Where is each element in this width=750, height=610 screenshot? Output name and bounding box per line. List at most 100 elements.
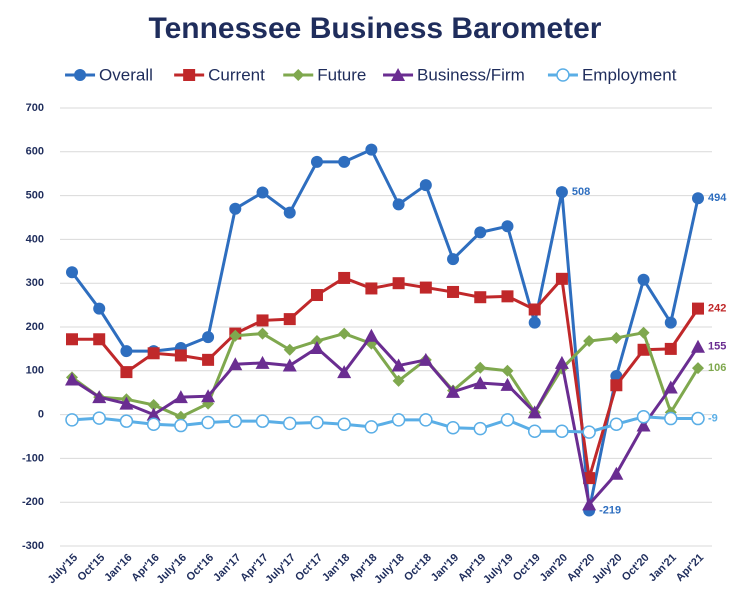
- data-point: [528, 303, 541, 316]
- data-point: [365, 282, 378, 295]
- data-point: [555, 186, 568, 199]
- data-point: [147, 347, 160, 360]
- data-point: [501, 220, 514, 233]
- data-point: [228, 357, 243, 371]
- data-point: [283, 343, 296, 356]
- data-point: [446, 384, 461, 398]
- legend-label: Employment: [582, 65, 677, 84]
- data-point: [256, 327, 269, 340]
- data-point: [229, 202, 242, 215]
- legend-marker: [74, 69, 87, 81]
- data-point: [391, 413, 406, 427]
- series-line: [70, 147, 700, 511]
- legend-marker: [556, 68, 570, 82]
- data-point: [202, 331, 215, 344]
- data-point: [93, 302, 106, 315]
- data-point: [310, 155, 323, 168]
- data-point: [229, 329, 242, 342]
- data-point: [310, 335, 323, 348]
- data-point: [609, 417, 624, 431]
- data-point: [337, 417, 351, 431]
- data-point: [691, 411, 705, 426]
- data-point: [146, 407, 161, 421]
- data-label: 494: [708, 192, 727, 204]
- x-tick-label: July'15: [46, 552, 81, 587]
- y-tick-label: 200: [26, 321, 44, 333]
- data-point: [474, 291, 487, 304]
- x-tick-label: Jan'16: [102, 552, 134, 584]
- data-point: [447, 285, 460, 298]
- data-point: [365, 143, 378, 156]
- data-label: -219: [599, 504, 621, 516]
- legend-label: Future: [317, 65, 366, 84]
- data-label: 106: [708, 362, 726, 374]
- data-point: [309, 341, 324, 355]
- series-line: [71, 330, 700, 419]
- data-point: [419, 179, 432, 192]
- x-tick-label: Oct'18: [402, 552, 434, 584]
- data-point: [500, 413, 515, 427]
- data-point: [119, 396, 134, 410]
- data-point: [66, 266, 78, 279]
- data-point: [202, 353, 215, 366]
- x-tick-label: Oct'19: [511, 552, 543, 584]
- x-tick-label: July'20: [590, 552, 625, 587]
- data-point: [228, 414, 243, 428]
- x-tick-label: Jan'18: [320, 552, 352, 584]
- series-line: [72, 275, 700, 479]
- data-point: [474, 226, 487, 239]
- data-point: [201, 415, 215, 430]
- data-point: [338, 327, 351, 340]
- legend-label: Business/Firm: [417, 65, 525, 84]
- data-point: [173, 390, 188, 404]
- data-label: -9: [708, 412, 718, 424]
- y-tick-label: -100: [22, 452, 44, 464]
- y-tick-label: 300: [26, 277, 44, 289]
- y-tick-label: 0: [38, 409, 44, 421]
- data-point: [65, 372, 79, 386]
- data-point: [93, 333, 106, 346]
- data-point: [555, 424, 569, 438]
- data-point: [527, 405, 542, 419]
- data-point: [527, 424, 542, 438]
- data-point: [501, 364, 514, 377]
- data-point: [392, 374, 405, 387]
- x-tick-label: July'17: [263, 552, 298, 587]
- data-point: [419, 281, 432, 294]
- y-tick-label: -200: [22, 496, 44, 508]
- data-point: [636, 418, 651, 432]
- data-label: 155: [708, 341, 726, 353]
- data-point: [310, 289, 323, 302]
- data-point: [691, 339, 705, 353]
- y-tick-label: -300: [22, 540, 44, 552]
- data-point: [338, 155, 351, 168]
- data-point: [474, 361, 487, 374]
- x-tick-label: July'19: [481, 552, 516, 587]
- data-point: [120, 345, 133, 358]
- x-tick-label: Jan'17: [211, 552, 243, 584]
- legend-label: Current: [208, 65, 265, 84]
- data-point: [282, 416, 297, 431]
- data-point: [392, 198, 405, 211]
- data-point: [582, 497, 597, 511]
- x-tick-label: Jan'20: [538, 552, 570, 584]
- y-tick-label: 500: [26, 190, 44, 202]
- data-point: [283, 313, 296, 326]
- data-point: [256, 314, 269, 327]
- data-point: [147, 398, 160, 411]
- data-point: [174, 349, 187, 362]
- data-point: [255, 355, 270, 369]
- data-point: [65, 413, 79, 427]
- chart-title: Tennessee Business Barometer: [149, 12, 602, 45]
- legend-marker: [183, 69, 196, 81]
- data-point: [636, 410, 651, 424]
- data-point: [120, 366, 133, 379]
- x-tick-label: Jan'21: [647, 552, 679, 584]
- data-point: [501, 290, 514, 303]
- data-point: [255, 414, 270, 428]
- data-point: [692, 302, 704, 315]
- data-point: [446, 420, 460, 435]
- data-point: [473, 376, 488, 390]
- data-point: [500, 377, 515, 391]
